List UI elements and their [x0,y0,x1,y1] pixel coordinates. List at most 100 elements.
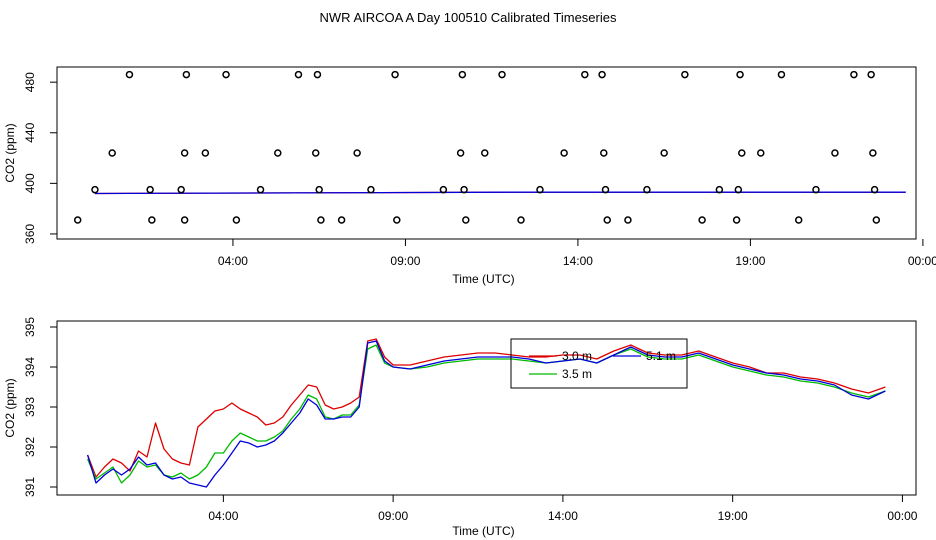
calibration-point [148,216,156,224]
y-tick-label: 480 [23,72,37,92]
legend-label: 3.0 m [562,349,592,363]
calibration-scatter-panel: 04:00 09:00 14:00 19:00 00:00 360 400 440 480 Tim… [3,66,936,286]
calibration-point [738,149,746,157]
calibration-point [73,216,82,224]
x-axis-label: Time (UTC) [452,524,514,538]
calibration-point [794,216,803,224]
calibration-point [232,216,241,224]
calibration-point [732,216,741,224]
calibration-point [624,216,632,224]
calibration-point [736,70,744,79]
series-line-0 [86,338,886,478]
y-tick-label: 400 [23,173,37,193]
calibration-point [498,70,506,79]
plot-frame [56,320,917,496]
calibration-point [867,70,875,79]
calibration-point [458,70,467,79]
calibration-point [91,185,99,194]
calibration-point [698,216,706,224]
calibration-point [831,149,839,157]
calibration-point [757,149,765,157]
y-axis-label: CO2 (ppm) [3,123,17,182]
calibration-point [643,185,651,194]
calibration-point [581,70,589,79]
calibration-point [146,185,154,194]
calibration-point [850,70,858,79]
calibration-point [598,70,606,79]
calibration-point [274,149,282,157]
y-tick-label: 394 [23,357,37,377]
calibration-point [600,149,608,157]
co2-timeseries-panel: 04:00 09:00 14:00 19:00 00:00 391 392 393 394 395… [3,317,918,538]
calibration-point [439,185,448,194]
plot-data [86,338,886,488]
y-tick-label: 392 [23,437,37,457]
calibration-point [660,149,668,157]
calibration-point [256,185,265,194]
calibration-point [177,185,185,194]
calibration-point [108,149,116,157]
x-tick-label: 14:00 [563,254,593,268]
y-tick-label: 360 [23,224,37,244]
legend-label: 3.5 m [562,367,592,381]
calibration-point [294,70,303,79]
calibration-point [367,185,375,194]
plot-data [73,70,906,224]
calibration-point [777,70,786,79]
calibration-point [201,149,210,157]
calibration-point [313,70,322,79]
calibration-point [869,149,877,157]
y-tick-label: 393 [23,397,37,417]
series-line-1 [87,344,886,484]
calibration-point [462,216,470,224]
series-line-1 [94,191,906,195]
x-tick-label: 00:00 [908,254,936,268]
x-tick-label: 04:00 [218,254,248,268]
legend-label: 5.1 m [646,349,676,363]
calibration-point [315,185,323,194]
calibration-point [393,216,401,224]
calibration-point [460,185,468,194]
legend: 3.0 m 3.5 m 5.1 m [510,338,688,389]
plot-frame [56,66,917,240]
x-tick-label: 09:00 [378,509,408,523]
calibration-point [734,185,743,194]
calibration-point [311,149,320,157]
calibration-point [125,70,134,79]
calibration-point [317,216,325,224]
x-tick-label: 19:00 [718,509,748,523]
calibration-point [182,70,191,79]
calibration-point [517,216,525,224]
calibration-point [603,216,611,224]
legend-box [510,338,688,389]
calibration-point [601,185,610,194]
x-axis-label: Time (UTC) [452,272,514,286]
y-tick-label: 440 [23,122,37,142]
calibration-point [222,70,230,79]
y-axis-label: CO2 (ppm) [3,378,17,437]
x-tick-label: 04:00 [208,509,238,523]
calibration-point [180,216,189,224]
calibration-point [391,70,399,79]
calibration-point [180,149,189,157]
y-tick-label: 395 [23,317,37,337]
calibration-point [560,149,568,157]
calibration-point [812,185,820,194]
calibration-point [872,216,881,224]
calibration-point [481,149,489,157]
calibration-point [870,185,879,194]
calibration-point [456,149,465,157]
x-tick-label: 19:00 [735,254,765,268]
series-line-2 [86,340,886,488]
calibration-point [536,185,544,194]
x-tick-label: 09:00 [390,254,420,268]
x-tick-label: 00:00 [887,509,917,523]
figure-title: NWR AIRCOA A Day 100510 Calibrated Times… [320,10,617,25]
x-tick-label: 14:00 [548,509,578,523]
calibration-point [353,149,361,157]
calibration-point [681,70,689,79]
calibration-point [337,216,346,224]
calibration-point [715,185,724,194]
y-tick-label: 391 [23,477,37,497]
